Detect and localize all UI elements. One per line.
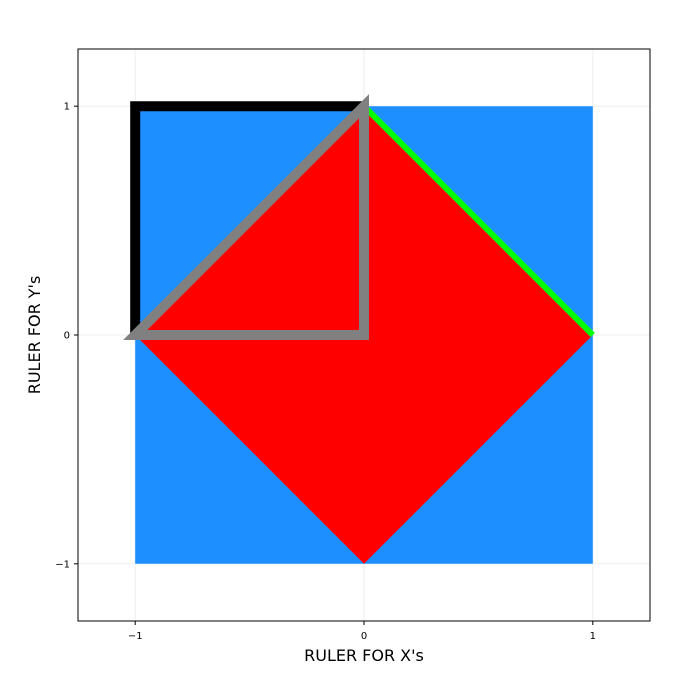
- y-tick-label: −1: [55, 559, 70, 570]
- black-corner-line: [130, 101, 364, 335]
- x-tick-label: −1: [128, 631, 143, 642]
- y-tick-label: 1: [64, 102, 70, 113]
- y-axis-label: RULER FOR Y's: [25, 276, 44, 395]
- green-edge-line: [361, 104, 595, 338]
- y-tick-label: 0: [64, 331, 70, 342]
- axis-ticks: −1 0 1 −1 0 1: [55, 102, 596, 642]
- gray-triangle-outline: [123, 94, 369, 340]
- x-axis-label: RULER FOR X's: [304, 646, 424, 665]
- x-tick-label: 1: [590, 631, 596, 642]
- plot-shapes: [123, 94, 595, 564]
- x-tick-label: 0: [361, 631, 367, 642]
